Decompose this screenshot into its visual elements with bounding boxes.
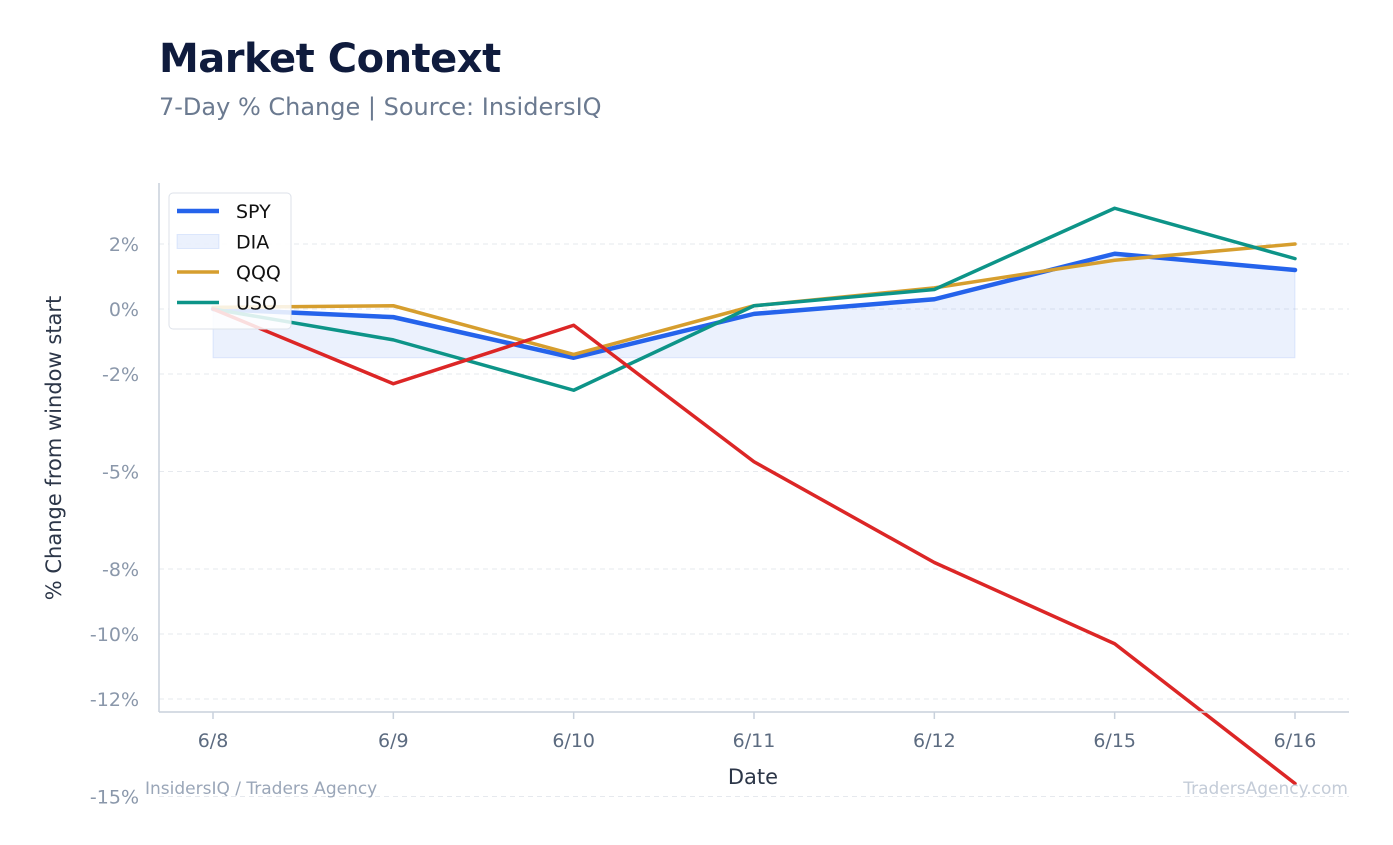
series-5-line	[211, 307, 1297, 786]
footer-credit: InsidersIQ / Traders Agency	[145, 779, 378, 799]
legend-box	[168, 192, 292, 330]
spy-line	[210, 251, 1298, 360]
legend: SPY DIA QQQ USO	[168, 192, 292, 330]
x-tick-label: 6/15	[1093, 730, 1136, 752]
grid-lines	[159, 243, 1349, 797]
axes: 2% 0% -2% -5% -8% -10% -12% -15% 6/8 6/9 6/10 6/11 6…	[42, 183, 1349, 809]
x-tick-label: 6/12	[913, 730, 956, 752]
x-tick-label: 6/8	[198, 730, 229, 752]
y-tick-label: 0%	[109, 299, 139, 321]
y-axis-title: % Change from window start	[42, 296, 66, 601]
y-tick-label: -12%	[90, 689, 139, 711]
y-tick-label: -5%	[102, 462, 139, 484]
line-series	[210, 206, 1298, 786]
legend-label-qqq: QQQ	[236, 262, 281, 284]
legend-label-dia: DIA	[236, 232, 269, 254]
legend-label-uso: USO	[236, 293, 277, 315]
footer-site: TradersAgency.com	[1183, 779, 1348, 799]
x-tick-label: 6/11	[733, 730, 776, 752]
uso-line	[211, 206, 1297, 392]
y-tick-label: -8%	[102, 559, 139, 581]
chart-title: Market Context	[159, 36, 501, 82]
x-tick-label: 6/10	[552, 730, 595, 752]
y-tick-label: -2%	[102, 364, 139, 386]
chart-subtitle: 7-Day % Change | Source: InsidersIQ	[159, 93, 602, 121]
x-tick-label: 6/16	[1274, 730, 1317, 752]
x-axis-title: Date	[728, 765, 778, 789]
y-tick-label: 2%	[109, 234, 139, 256]
y-tick-label: -15%	[90, 787, 139, 809]
legend-label-spy: SPY	[236, 201, 271, 223]
x-tick-label: 6/9	[378, 730, 409, 752]
legend-swatch-dia	[176, 234, 220, 249]
y-tick-label: -10%	[90, 624, 139, 646]
